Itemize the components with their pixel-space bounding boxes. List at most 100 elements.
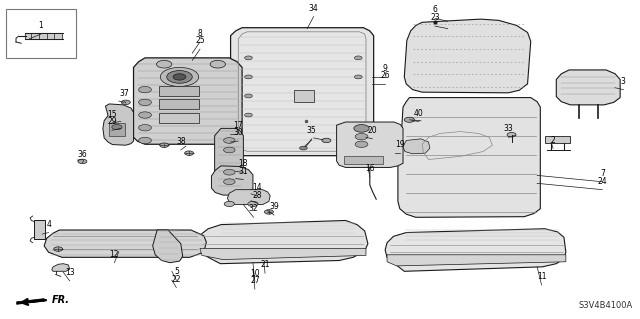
Text: 17: 17 [234, 121, 243, 130]
Text: FR.: FR. [52, 295, 70, 305]
Bar [344, 156, 383, 164]
Text: 40: 40 [414, 108, 424, 118]
Circle shape [404, 117, 415, 122]
Text: 24: 24 [598, 177, 607, 186]
Text: 34: 34 [308, 4, 319, 13]
Text: 35: 35 [307, 126, 317, 135]
Polygon shape [214, 128, 243, 191]
Text: S3V4B4100A: S3V4B4100A [579, 301, 633, 310]
Circle shape [54, 247, 63, 251]
Polygon shape [200, 249, 366, 260]
Bar [294, 90, 314, 102]
Polygon shape [385, 229, 566, 271]
Text: 14: 14 [253, 183, 262, 192]
Circle shape [161, 67, 198, 86]
Bar [545, 136, 570, 143]
Circle shape [322, 138, 331, 143]
Circle shape [122, 100, 131, 105]
Text: 33: 33 [504, 124, 513, 133]
Text: 11: 11 [537, 272, 547, 281]
Polygon shape [398, 98, 540, 217]
Bar [159, 86, 198, 96]
Circle shape [244, 94, 252, 98]
Circle shape [210, 60, 225, 68]
Text: 31: 31 [239, 167, 248, 176]
Circle shape [248, 201, 258, 206]
Text: 22: 22 [172, 275, 181, 284]
Polygon shape [227, 190, 270, 204]
Polygon shape [230, 28, 374, 156]
Text: 19: 19 [395, 140, 404, 149]
Polygon shape [387, 255, 566, 266]
Circle shape [173, 74, 186, 80]
Text: 38: 38 [176, 137, 186, 146]
Text: 32: 32 [249, 204, 259, 213]
Circle shape [223, 179, 235, 185]
Text: 10: 10 [250, 269, 260, 278]
Polygon shape [404, 19, 531, 93]
Polygon shape [556, 70, 620, 105]
Text: 39: 39 [269, 202, 279, 211]
Polygon shape [17, 299, 44, 304]
Circle shape [139, 112, 152, 118]
Circle shape [139, 86, 152, 93]
Bar [109, 123, 125, 136]
Polygon shape [103, 104, 134, 145]
Polygon shape [211, 166, 253, 195]
Polygon shape [403, 139, 430, 154]
Circle shape [355, 56, 362, 60]
Polygon shape [153, 230, 182, 263]
Circle shape [355, 75, 362, 79]
Text: 5: 5 [174, 267, 179, 276]
Circle shape [223, 169, 235, 175]
Circle shape [184, 151, 193, 155]
Bar [159, 99, 198, 109]
Text: 7: 7 [600, 169, 605, 178]
Text: 25: 25 [195, 36, 205, 46]
Text: 37: 37 [120, 89, 129, 98]
Circle shape [160, 143, 169, 147]
Circle shape [112, 124, 122, 130]
Circle shape [167, 70, 192, 83]
Polygon shape [337, 122, 403, 167]
Circle shape [507, 132, 516, 137]
Circle shape [244, 56, 252, 60]
Text: 12: 12 [109, 250, 119, 259]
Circle shape [355, 141, 368, 147]
Text: 8: 8 [198, 29, 202, 38]
Circle shape [300, 146, 307, 150]
Text: 2: 2 [550, 136, 556, 145]
Text: 4: 4 [46, 220, 51, 229]
Bar [6, 9, 76, 58]
Circle shape [223, 147, 235, 153]
Circle shape [223, 137, 235, 143]
Bar [159, 113, 198, 123]
Circle shape [78, 159, 87, 164]
Text: 30: 30 [234, 128, 243, 137]
Text: 3: 3 [621, 77, 626, 86]
Polygon shape [44, 230, 206, 257]
Text: 20: 20 [367, 126, 377, 135]
Circle shape [157, 60, 172, 68]
Circle shape [354, 124, 369, 132]
Text: 27: 27 [250, 276, 260, 285]
Text: 29: 29 [107, 117, 116, 126]
Circle shape [139, 137, 152, 144]
Text: 13: 13 [65, 268, 74, 277]
Text: 16: 16 [365, 164, 374, 173]
Text: 23: 23 [430, 13, 440, 22]
Text: 6: 6 [433, 5, 437, 14]
Polygon shape [197, 220, 368, 264]
Polygon shape [134, 58, 242, 144]
Circle shape [139, 124, 152, 131]
Circle shape [224, 201, 234, 206]
Text: 28: 28 [253, 190, 262, 199]
Circle shape [244, 75, 252, 79]
Text: 9: 9 [383, 64, 388, 73]
Circle shape [355, 133, 368, 140]
Text: 26: 26 [380, 71, 390, 80]
Text: 15: 15 [107, 110, 116, 119]
Bar [34, 220, 45, 239]
Circle shape [244, 113, 252, 117]
Circle shape [139, 99, 152, 106]
